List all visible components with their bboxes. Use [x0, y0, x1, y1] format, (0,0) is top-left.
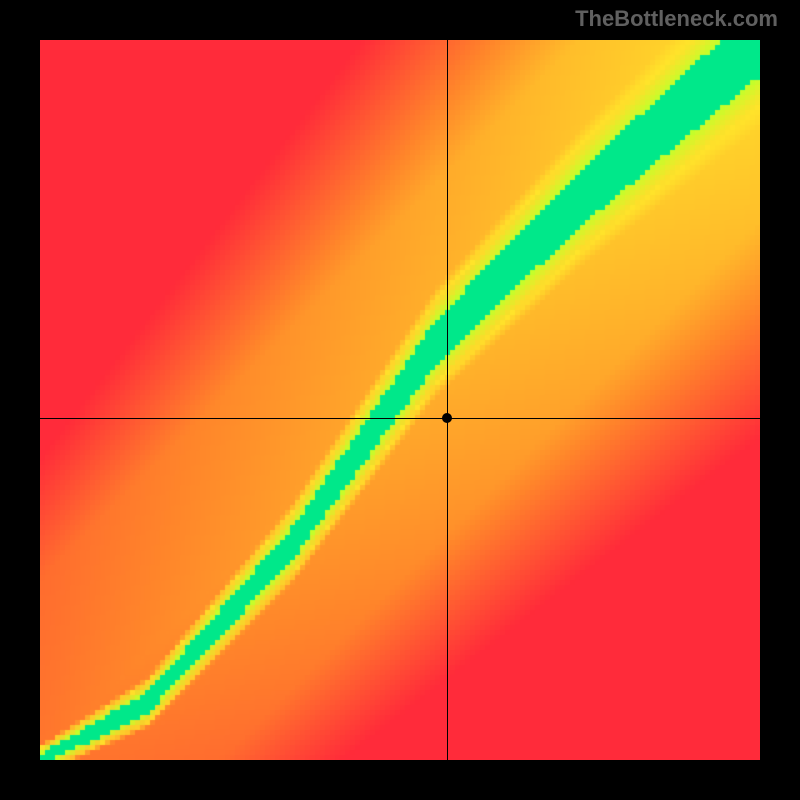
plot-area	[40, 40, 760, 760]
heatmap-canvas	[40, 40, 760, 760]
watermark-text: TheBottleneck.com	[575, 6, 778, 32]
crosshair-vertical	[447, 40, 448, 760]
chart-container: TheBottleneck.com	[0, 0, 800, 800]
data-point-marker	[442, 413, 452, 423]
crosshair-horizontal	[40, 418, 760, 419]
